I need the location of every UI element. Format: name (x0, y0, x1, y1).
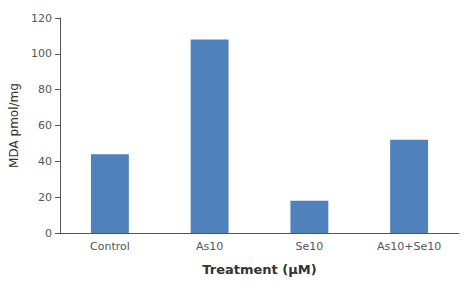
svg-text:As10: As10 (196, 240, 223, 253)
svg-text:0: 0 (45, 227, 52, 240)
svg-text:60: 60 (38, 119, 52, 132)
svg-text:20: 20 (38, 191, 52, 204)
svg-text:40: 40 (38, 155, 52, 168)
svg-text:100: 100 (31, 47, 52, 60)
svg-text:Se10: Se10 (296, 240, 324, 253)
svg-text:Treatment (μM): Treatment (μM) (202, 262, 316, 277)
svg-text:Control: Control (90, 240, 130, 253)
svg-text:MDA pmol/mg: MDA pmol/mg (7, 83, 21, 168)
svg-text:As10+Se10: As10+Se10 (377, 240, 441, 253)
svg-text:80: 80 (38, 83, 52, 96)
svg-text:120: 120 (31, 12, 52, 25)
